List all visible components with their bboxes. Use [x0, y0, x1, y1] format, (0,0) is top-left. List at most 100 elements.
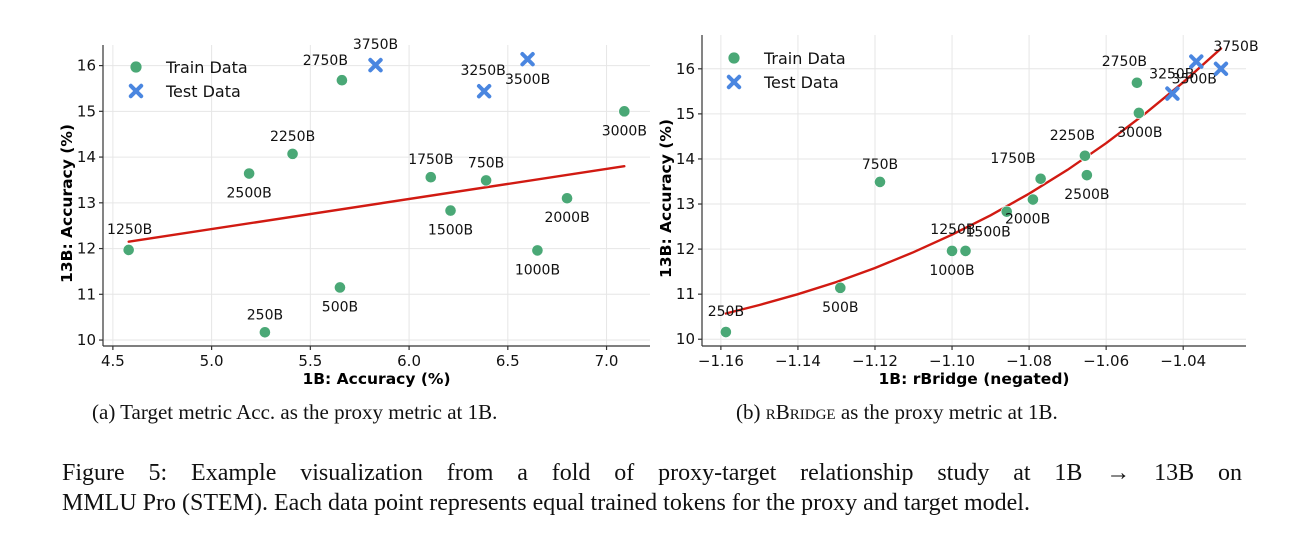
- x-tick-label: −1.10: [929, 352, 975, 370]
- x-tick-label: −1.12: [852, 352, 898, 370]
- point-label-2750B: 2750B: [1102, 54, 1147, 70]
- y-tick-label: 10: [77, 331, 96, 349]
- train-point-250B: [719, 326, 732, 338]
- legend-label: Test Data: [763, 73, 839, 92]
- chart-b: −1.16 −1.14 −1.12 −1.10 −1.08 −1.06 −1.0410111…: [657, 35, 1259, 388]
- train-point-500B: [334, 281, 346, 294]
- x-tick-label: 5.0: [200, 352, 224, 370]
- train-point-2000B: [1027, 193, 1039, 206]
- point-label-1500B: 1500B: [428, 223, 473, 239]
- legend-train-marker: [728, 52, 740, 64]
- x-marker-stroke: [520, 51, 535, 67]
- y-tick-label: 12: [676, 240, 695, 258]
- train-point-1250B: [959, 244, 972, 257]
- y-tick-label: 16: [77, 57, 96, 75]
- x-marker-stroke: [726, 74, 742, 90]
- train-point-250B: [259, 326, 271, 339]
- figure-caption-line-2: MMLU Pro (STEM). Each data point represe…: [62, 490, 1030, 516]
- x-marker-stroke: [1189, 54, 1204, 69]
- point-label-750B: 750B: [468, 155, 504, 171]
- legend-label: Train Data: [165, 58, 248, 77]
- y-axis-label: 13B: Accuracy (%): [657, 119, 675, 278]
- x-tick-label: −1.06: [1083, 352, 1129, 370]
- figure-charts: 4.5 5.0 5.5 6.0 6.5 7.0 10 11 12 13 14 15 16 1B: Accu…: [58, 35, 1259, 388]
- y-tick-label: 15: [77, 102, 96, 120]
- point-label-2000B: 2000B: [1005, 212, 1050, 228]
- point-label-3000B: 3000B: [602, 123, 647, 139]
- point-label-2750B: 2750B: [303, 53, 348, 69]
- x-tick-label: 7.0: [595, 352, 619, 370]
- train-point-500B: [834, 281, 847, 294]
- point-label-2500B: 2500B: [227, 186, 272, 202]
- subcaption-a: (a) Target metric Acc. as the proxy metr…: [92, 400, 497, 425]
- train-point-1500B: [444, 204, 457, 217]
- legend-train-marker: [130, 61, 142, 73]
- y-tick-label: 16: [676, 60, 695, 78]
- x-tick-label: −1.04: [1160, 352, 1206, 370]
- x-tick-label: 5.5: [298, 352, 322, 370]
- train-point-1000B: [946, 244, 958, 257]
- y-tick-label: 12: [77, 240, 96, 258]
- y-tick-label: 14: [77, 148, 96, 166]
- y-tick-label: 14: [676, 150, 695, 168]
- point-label-1500B: 1500B: [966, 225, 1011, 241]
- x-axis-label: 1B: rBridge (negated): [879, 370, 1070, 388]
- train-point-2750B: [1131, 76, 1143, 89]
- x-marker-stroke: [128, 83, 144, 99]
- subcaption-b-prefix: (b): [736, 400, 766, 424]
- subcaption-b-suffix: as the proxy metric at 1B.: [835, 400, 1058, 424]
- y-tick-label: 10: [676, 330, 695, 348]
- x-tick-label: 6.0: [397, 352, 421, 370]
- x-tick-label: −1.14: [775, 352, 821, 370]
- train-point-1000B: [531, 244, 544, 257]
- figure-caption-line-1: Figure 5: Example visualization from a f…: [62, 460, 1242, 486]
- point-label-3750B: 3750B: [1213, 39, 1258, 55]
- legend-label: Test Data: [165, 82, 241, 101]
- point-label-1000B: 1000B: [515, 262, 560, 278]
- y-tick-label: 15: [676, 105, 695, 123]
- point-label-3750B: 3750B: [353, 37, 398, 53]
- y-tick-label: 11: [77, 285, 96, 303]
- point-label-1250B: 1250B: [930, 222, 975, 238]
- train-point-2000B: [561, 192, 573, 205]
- x-tick-label: 6.5: [496, 352, 520, 370]
- train-point-2250B: [286, 147, 299, 160]
- test-point-3250B: [476, 84, 492, 99]
- train-point-2500B: [1080, 169, 1093, 182]
- point-label-1000B: 1000B: [929, 263, 974, 279]
- test-point-3750B: [1213, 61, 1229, 77]
- subcaption-b: (b) rBridge as the proxy metric at 1B.: [736, 400, 1058, 425]
- chart-a: 4.5 5.0 5.5 6.0 6.5 7.0 10 11 12 13 14 15 16 1B: Accu…: [58, 37, 650, 388]
- point-label-2250B: 2250B: [270, 129, 315, 145]
- train-point-1500B: [1000, 205, 1013, 218]
- train-point-1750B: [1034, 172, 1047, 185]
- point-label-3250B: 3250B: [1149, 67, 1194, 83]
- subcaption-b-method: rBridge: [765, 400, 836, 424]
- train-point-3000B: [618, 105, 631, 118]
- point-label-2250B: 2250B: [1050, 128, 1095, 144]
- legend-label: Train Data: [763, 49, 846, 68]
- x-marker-stroke: [476, 84, 492, 99]
- x-tick-label: −1.08: [1006, 352, 1052, 370]
- test-point-3500B: [1189, 54, 1204, 69]
- point-label-3500B: 3500B: [505, 72, 550, 88]
- point-label-1250B: 1250B: [107, 222, 152, 238]
- x-tick-label: −1.16: [698, 352, 744, 370]
- train-point-1750B: [424, 171, 437, 184]
- y-tick-label: 13: [77, 194, 96, 212]
- test-point-3250B: [1165, 86, 1180, 101]
- train-point-2500B: [243, 167, 256, 180]
- train-point-750B: [874, 176, 886, 188]
- train-point-2750B: [336, 74, 348, 87]
- point-label-250B: 250B: [708, 304, 744, 320]
- point-label-1750B: 1750B: [408, 152, 453, 168]
- point-label-2000B: 2000B: [544, 210, 589, 226]
- subcaption-a-text: (a) Target metric Acc. as the proxy metr…: [92, 400, 498, 424]
- x-axis-label: 1B: Accuracy (%): [302, 370, 450, 388]
- train-point-750B: [480, 174, 492, 187]
- point-label-500B: 500B: [322, 299, 358, 315]
- train-point-3000B: [1132, 107, 1145, 119]
- point-label-3500B: 3500B: [1172, 72, 1217, 88]
- train-point-1250B: [122, 244, 135, 256]
- test-point-3500B: [520, 51, 535, 67]
